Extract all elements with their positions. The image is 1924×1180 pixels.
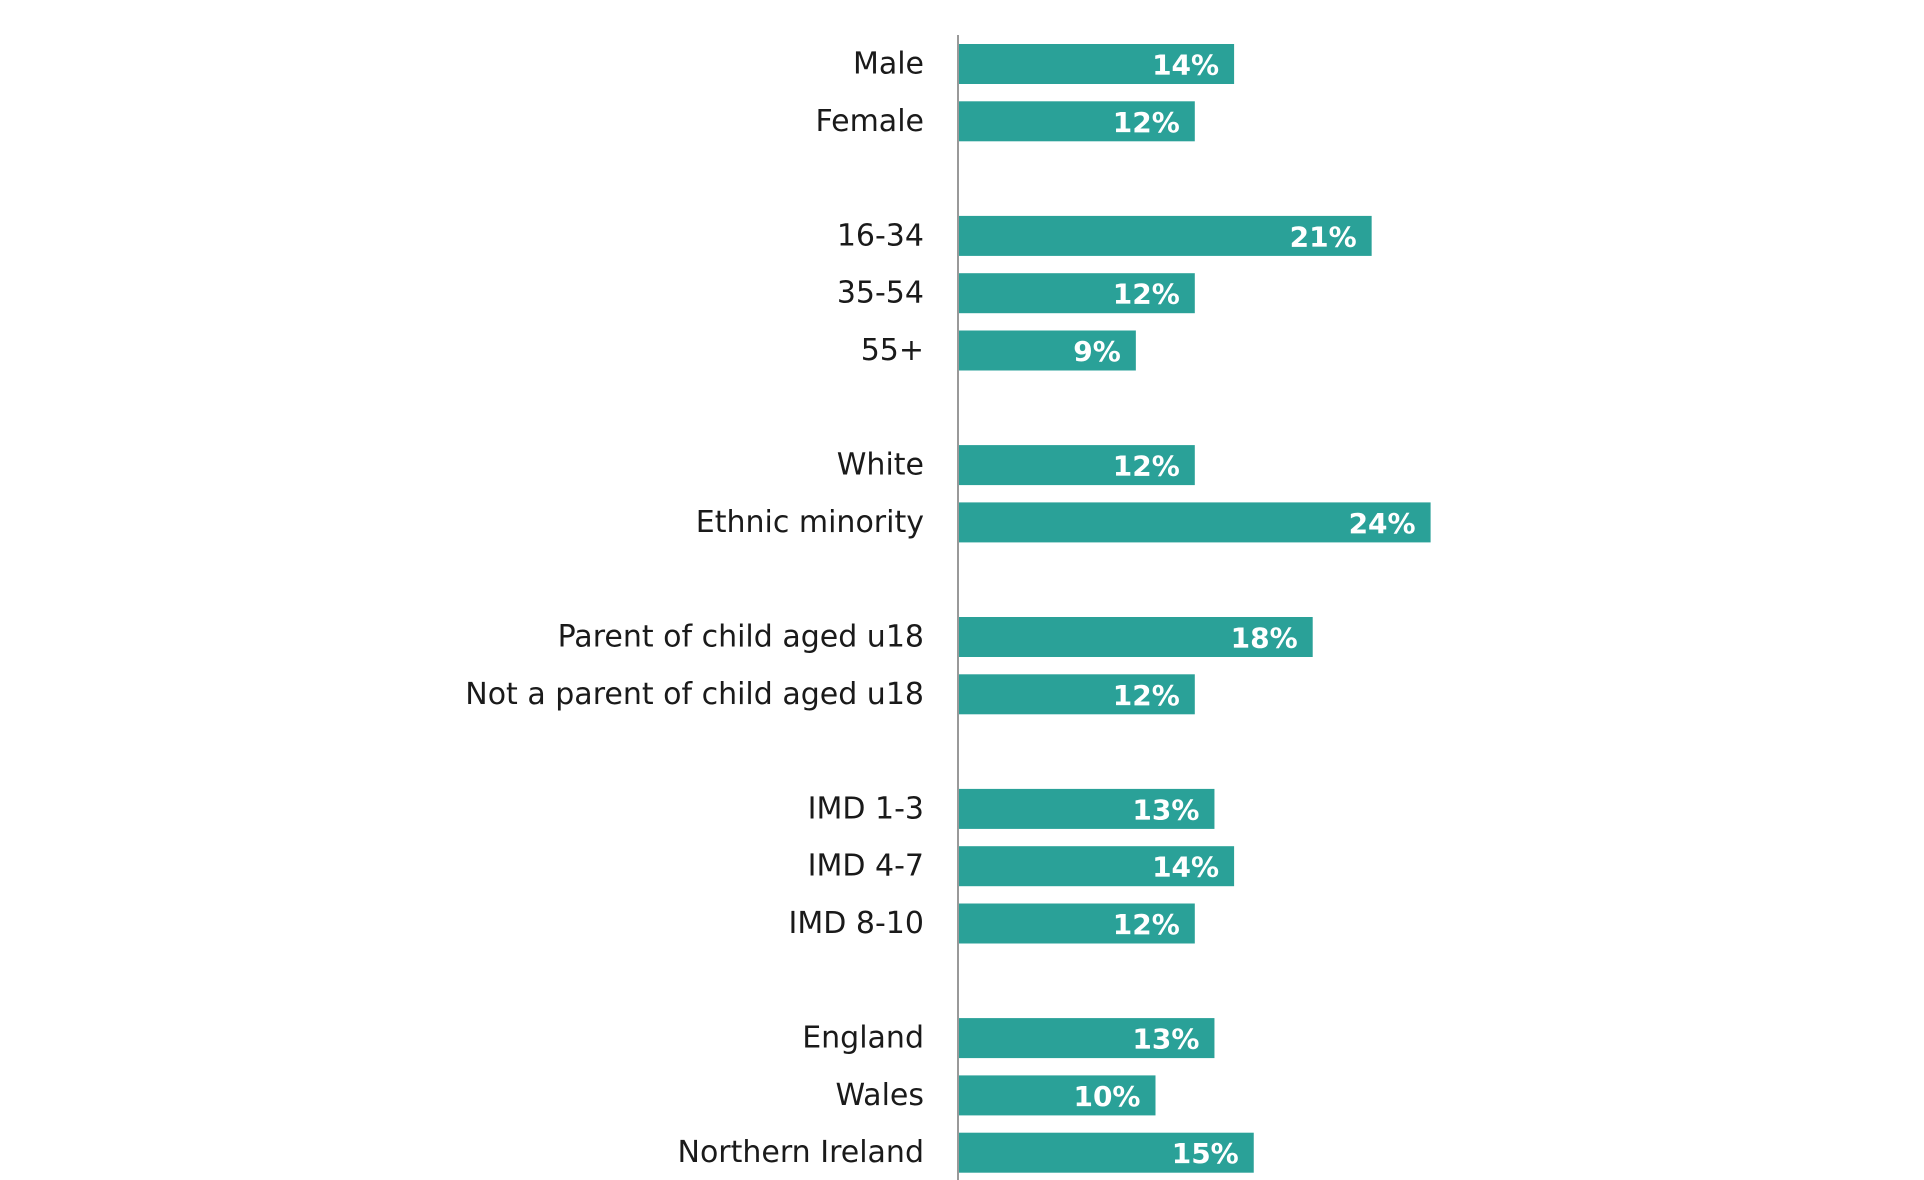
value-label: 9% bbox=[1073, 335, 1121, 368]
value-label: 24% bbox=[1349, 507, 1416, 540]
bar bbox=[959, 215, 1372, 256]
bar bbox=[959, 44, 1235, 84]
category-label: Male bbox=[853, 47, 924, 82]
value-label: 10% bbox=[1073, 1080, 1140, 1113]
category-label: 16-34 bbox=[837, 218, 924, 253]
bar bbox=[959, 273, 1195, 314]
value-label: 14% bbox=[1152, 851, 1219, 884]
value-label: 18% bbox=[1231, 622, 1298, 655]
value-label: 13% bbox=[1132, 793, 1199, 826]
bar bbox=[959, 445, 1195, 486]
bar bbox=[959, 330, 1136, 371]
value-label: 15% bbox=[1172, 1137, 1239, 1170]
bar bbox=[959, 101, 1195, 142]
category-label: IMD 4-7 bbox=[808, 849, 924, 884]
bar bbox=[959, 846, 1235, 887]
value-label: 13% bbox=[1132, 1023, 1199, 1056]
bar bbox=[959, 617, 1313, 657]
bar bbox=[959, 1018, 1215, 1059]
value-label: 12% bbox=[1113, 278, 1180, 311]
bar bbox=[959, 674, 1195, 715]
category-label: Not a parent of child aged u18 bbox=[465, 677, 924, 712]
value-label: 12% bbox=[1113, 106, 1180, 139]
bar bbox=[959, 903, 1195, 944]
category-label: IMD 1-3 bbox=[808, 791, 924, 826]
bars-layer: Male 14% Female 12% 16-34 21% 35-54 12% 55+ 9% Whi… bbox=[465, 44, 1431, 1173]
bar bbox=[959, 1075, 1156, 1116]
value-label: 12% bbox=[1113, 450, 1180, 483]
category-label: 35-54 bbox=[837, 276, 924, 311]
bar bbox=[959, 1132, 1254, 1173]
category-label: Female bbox=[816, 104, 924, 139]
category-label: Northern Ireland bbox=[678, 1135, 924, 1170]
value-label: 12% bbox=[1113, 908, 1180, 941]
category-label: IMD 8-10 bbox=[789, 906, 924, 941]
category-label: England bbox=[802, 1021, 924, 1056]
value-label: 14% bbox=[1152, 49, 1219, 82]
category-label: Parent of child aged u18 bbox=[558, 620, 924, 655]
bar bbox=[959, 788, 1215, 829]
value-label: 21% bbox=[1290, 220, 1357, 253]
category-label: White bbox=[837, 448, 924, 483]
bar bbox=[959, 502, 1431, 543]
value-label: 12% bbox=[1113, 679, 1180, 712]
category-label: Ethnic minority bbox=[696, 505, 924, 540]
category-label: Wales bbox=[835, 1078, 924, 1113]
category-label: 55+ bbox=[861, 333, 924, 368]
